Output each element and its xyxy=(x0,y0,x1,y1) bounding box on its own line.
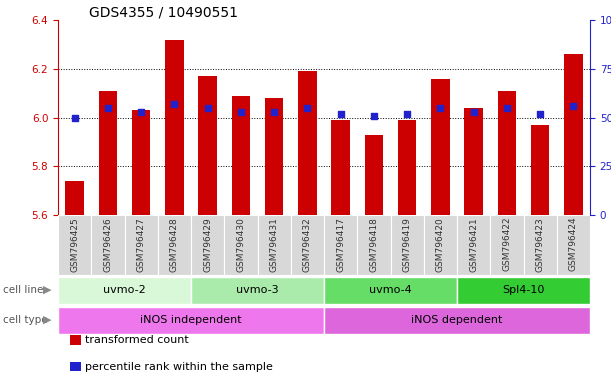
Bar xyxy=(298,71,316,215)
Text: GSM796421: GSM796421 xyxy=(469,217,478,271)
Bar xyxy=(58,215,91,275)
Bar xyxy=(232,96,250,215)
Text: uvmo-3: uvmo-3 xyxy=(236,285,279,295)
Text: GSM796430: GSM796430 xyxy=(236,217,246,271)
Bar xyxy=(324,215,357,275)
Bar xyxy=(199,76,217,215)
Text: percentile rank within the sample: percentile rank within the sample xyxy=(86,362,273,372)
Point xyxy=(302,105,312,111)
Text: cell type: cell type xyxy=(3,315,48,325)
Bar xyxy=(424,215,457,275)
Text: GSM796432: GSM796432 xyxy=(303,217,312,271)
Text: iNOS dependent: iNOS dependent xyxy=(411,315,503,325)
Bar xyxy=(224,215,257,275)
Point xyxy=(402,111,412,117)
Bar xyxy=(91,215,125,275)
Point xyxy=(535,111,545,117)
Point xyxy=(70,114,79,121)
Text: GSM796425: GSM796425 xyxy=(70,217,79,271)
Bar xyxy=(191,215,224,275)
Bar xyxy=(464,108,483,215)
Text: iNOS independent: iNOS independent xyxy=(140,315,242,325)
Text: cell line: cell line xyxy=(3,285,43,295)
Bar xyxy=(564,54,582,215)
Point xyxy=(469,109,478,115)
Bar xyxy=(158,215,191,275)
Point xyxy=(502,105,512,111)
Point xyxy=(203,105,213,111)
Bar xyxy=(490,215,524,275)
Point xyxy=(236,109,246,115)
Bar xyxy=(58,276,191,303)
Bar xyxy=(99,91,117,215)
Bar xyxy=(457,276,590,303)
Bar xyxy=(191,276,324,303)
Bar xyxy=(165,40,183,215)
Point xyxy=(136,109,146,115)
Text: GDS4355 / 10490551: GDS4355 / 10490551 xyxy=(89,6,238,20)
Point xyxy=(369,113,379,119)
Text: GSM796427: GSM796427 xyxy=(137,217,145,271)
Text: transformed count: transformed count xyxy=(86,335,189,345)
Point xyxy=(103,105,113,111)
Text: GSM796426: GSM796426 xyxy=(103,217,112,271)
Text: GSM796419: GSM796419 xyxy=(403,217,412,271)
Bar xyxy=(132,110,150,215)
Bar xyxy=(324,306,590,333)
Text: Spl4-10: Spl4-10 xyxy=(502,285,544,295)
Bar xyxy=(65,181,84,215)
Text: GSM796418: GSM796418 xyxy=(370,217,378,271)
Bar xyxy=(357,215,390,275)
Bar xyxy=(457,215,490,275)
Text: GSM796417: GSM796417 xyxy=(336,217,345,271)
Bar xyxy=(265,98,284,215)
Bar xyxy=(365,134,383,215)
Bar xyxy=(332,120,349,215)
Text: ▶: ▶ xyxy=(43,285,51,295)
Bar xyxy=(524,215,557,275)
Bar xyxy=(390,215,424,275)
Text: GSM796422: GSM796422 xyxy=(502,217,511,271)
Text: GSM796424: GSM796424 xyxy=(569,217,578,271)
Point xyxy=(269,109,279,115)
Text: uvmo-2: uvmo-2 xyxy=(103,285,146,295)
Bar xyxy=(431,78,450,215)
Bar xyxy=(557,215,590,275)
Point xyxy=(436,105,445,111)
Text: uvmo-4: uvmo-4 xyxy=(369,285,412,295)
Bar xyxy=(257,215,291,275)
Text: ▶: ▶ xyxy=(43,315,51,325)
Bar xyxy=(58,306,324,333)
Text: GSM796423: GSM796423 xyxy=(536,217,544,271)
Bar xyxy=(125,215,158,275)
Bar xyxy=(291,215,324,275)
Bar xyxy=(531,125,549,215)
Bar xyxy=(324,276,457,303)
Point xyxy=(169,101,179,107)
Text: GSM796420: GSM796420 xyxy=(436,217,445,271)
Bar xyxy=(398,120,416,215)
Bar xyxy=(498,91,516,215)
Text: GSM796431: GSM796431 xyxy=(269,217,279,271)
Text: GSM796428: GSM796428 xyxy=(170,217,179,271)
Text: GSM796429: GSM796429 xyxy=(203,217,212,271)
Point xyxy=(568,103,578,109)
Point xyxy=(335,111,345,117)
